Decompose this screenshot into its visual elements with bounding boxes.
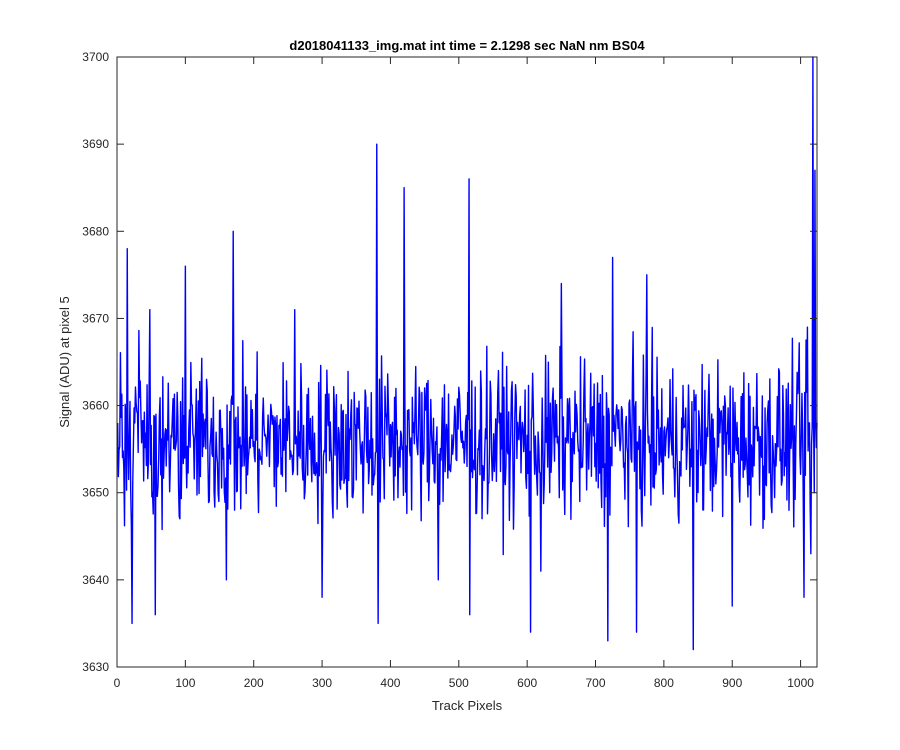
y-axis-label: Signal (ADU) at pixel 5 xyxy=(57,296,72,428)
x-tick-label: 200 xyxy=(244,676,264,690)
data-layer xyxy=(116,56,818,651)
axes-box xyxy=(116,56,818,668)
x-tick-label: 500 xyxy=(449,676,469,690)
y-tick-label: 3690 xyxy=(82,137,109,151)
axes-background xyxy=(117,57,817,667)
ticks-layer: 0 100 200 300 400 500 600 700 800 900 1000 3630 3640… xyxy=(82,50,817,690)
y-tick-label: 3670 xyxy=(82,311,109,325)
x-tick-label: 300 xyxy=(312,676,332,690)
y-tick-label: 3680 xyxy=(82,224,109,238)
x-tick-label: 0 xyxy=(114,676,121,690)
x-tick-label: 1000 xyxy=(787,676,814,690)
y-tick-label: 3630 xyxy=(82,660,109,674)
x-tick-label: 900 xyxy=(722,676,742,690)
y-tick-label: 3640 xyxy=(82,573,109,587)
y-tick-label: 3650 xyxy=(82,486,109,500)
y-tick-label: 3660 xyxy=(82,399,109,413)
x-tick-label: 100 xyxy=(175,676,195,690)
x-tick-label: 800 xyxy=(654,676,674,690)
x-tick-label: 600 xyxy=(517,676,537,690)
x-tick-label: 400 xyxy=(380,676,400,690)
x-axis-label: Track Pixels xyxy=(432,698,503,713)
x-tick-label: 700 xyxy=(586,676,606,690)
chart-title: d2018041133_img.mat int time = 2.1298 se… xyxy=(289,38,645,53)
signal-line xyxy=(116,56,818,651)
y-tick-label: 3700 xyxy=(82,50,109,64)
